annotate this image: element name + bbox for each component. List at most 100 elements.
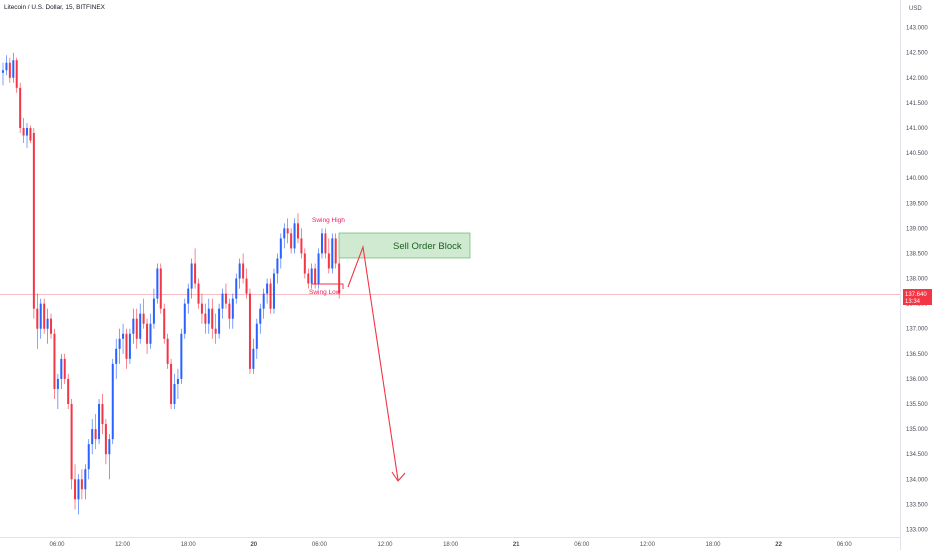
- price-tick-label: 134.000: [906, 477, 928, 483]
- candle-body: [214, 328, 217, 334]
- swing-high-label: Swing High: [312, 217, 345, 224]
- price-tick-label: 140.000: [906, 176, 928, 182]
- last-price-value: 137.640: [905, 292, 927, 298]
- candle-body: [74, 479, 77, 500]
- candle-body: [22, 127, 25, 136]
- time-tick-label: 12:00: [377, 542, 393, 548]
- time-tick-label: 18:00: [181, 542, 197, 548]
- candle-body: [46, 318, 49, 329]
- candle: [156, 263, 159, 304]
- sell-order-block[interactable]: Sell Order Block: [338, 232, 471, 259]
- candle: [187, 283, 190, 314]
- time-tick-label: 22: [775, 542, 782, 548]
- candle-body: [152, 298, 155, 324]
- candle-body: [272, 273, 275, 309]
- candle: [15, 57, 18, 93]
- candle: [43, 298, 46, 334]
- candle: [115, 338, 118, 379]
- price-axis[interactable]: 133.000 133.500 134.000 134.500 135.000 135.5…: [906, 26, 928, 534]
- swing-low-bracket: [312, 283, 344, 289]
- price-tick-label: 136.000: [906, 377, 928, 383]
- candle-body: [84, 469, 87, 490]
- price-tick-label: 140.500: [906, 151, 928, 157]
- candle-body: [317, 253, 320, 284]
- candle: [320, 228, 323, 259]
- candle-body: [146, 323, 149, 344]
- candle-body: [255, 323, 258, 349]
- candle: [70, 398, 73, 490]
- last-price-countdown: 13:34: [905, 299, 921, 305]
- candle-body: [166, 338, 169, 364]
- candle-body: [15, 60, 18, 88]
- price-tick-label: 135.000: [906, 427, 928, 433]
- candle: [36, 293, 39, 349]
- candle: [190, 258, 193, 299]
- candle-body: [91, 429, 94, 445]
- price-tick-label: 137.000: [906, 327, 928, 333]
- candle: [228, 298, 231, 329]
- candle-body: [32, 132, 35, 309]
- candles-layer: [2, 52, 341, 515]
- candle-body: [269, 283, 272, 309]
- candle-body: [276, 258, 279, 274]
- candle-body: [159, 268, 162, 309]
- candle-body: [118, 338, 121, 349]
- candle-body: [8, 62, 11, 78]
- candle: [200, 293, 203, 324]
- candle: [266, 278, 269, 304]
- candle-body: [324, 233, 327, 254]
- candle: [63, 353, 66, 384]
- candle: [293, 218, 296, 254]
- candle: [214, 313, 217, 344]
- candle-body: [2, 70, 4, 73]
- candle: [290, 228, 293, 254]
- candle: [122, 323, 125, 354]
- candle: [22, 117, 25, 144]
- candle-body: [245, 278, 248, 294]
- candle: [197, 278, 200, 309]
- candle: [125, 328, 128, 369]
- candle: [286, 218, 289, 244]
- candle: [19, 82, 22, 133]
- time-tick-label: 06:00: [49, 542, 65, 548]
- time-axis[interactable]: 06:00 12:00 18:00 20 06:00 12:00 18:00 21 06:00 1…: [49, 542, 852, 548]
- candle-body: [5, 62, 8, 71]
- candle-body: [94, 429, 97, 440]
- candle-body: [327, 253, 330, 269]
- candle: [12, 52, 15, 83]
- candle-body: [122, 333, 125, 339]
- candle-body: [290, 233, 293, 249]
- candle: [91, 419, 94, 455]
- time-tick-label: 12:00: [115, 542, 131, 548]
- candle: [2, 62, 4, 86]
- candle-body: [224, 293, 227, 304]
- candle-body: [248, 293, 251, 369]
- candle-body: [300, 238, 303, 254]
- candle-body: [60, 358, 63, 379]
- candle: [259, 303, 262, 334]
- candle: [221, 288, 224, 319]
- candle: [235, 273, 238, 304]
- candle-body: [12, 60, 15, 78]
- candle-body: [149, 323, 152, 344]
- candle-body: [310, 268, 313, 284]
- candle: [135, 308, 138, 349]
- candle: [8, 57, 11, 83]
- price-tick-label: 139.000: [906, 226, 928, 232]
- candle: [166, 333, 169, 369]
- candle-body: [180, 333, 183, 379]
- projection-path[interactable]: [347, 244, 399, 481]
- candle: [128, 328, 131, 364]
- candle-body: [128, 333, 131, 359]
- candle: [262, 288, 265, 319]
- candle-body: [279, 238, 282, 259]
- candle: [163, 303, 166, 344]
- price-tick-label: 133.000: [906, 527, 928, 533]
- candle: [26, 122, 29, 149]
- candle-body: [283, 228, 286, 239]
- candle-body: [56, 378, 59, 389]
- candle: [218, 303, 221, 339]
- candle-body: [194, 263, 197, 284]
- candle: [77, 474, 80, 515]
